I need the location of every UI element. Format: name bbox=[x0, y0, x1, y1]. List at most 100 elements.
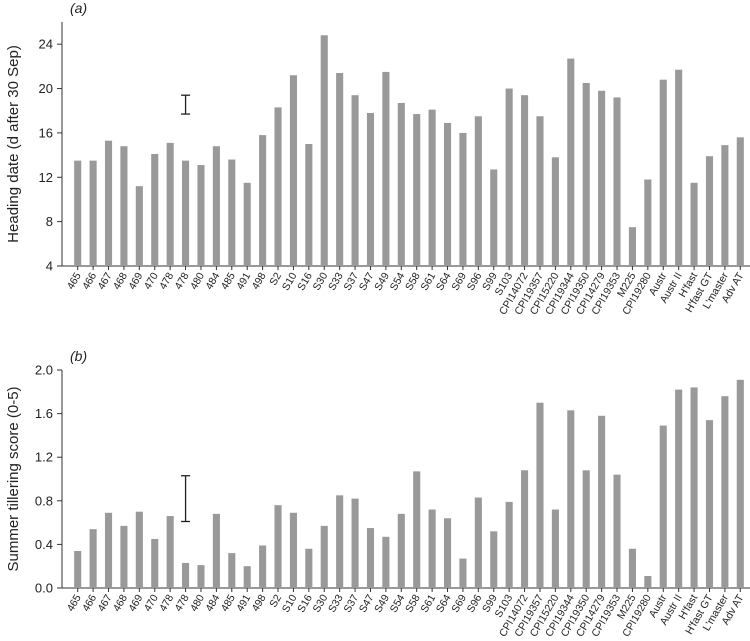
bar-S54 bbox=[397, 513, 405, 588]
bar-484 bbox=[212, 146, 220, 266]
x-tick-label: S54 bbox=[388, 592, 408, 614]
x-tick-label: S58 bbox=[403, 270, 423, 292]
x-tick-label: S30 bbox=[311, 270, 331, 292]
bar-498 bbox=[259, 135, 267, 266]
chart-panel-a: 4 8 12 16 20 24 Heading date (d after 30 Sep) (… bbox=[5, 0, 750, 317]
bar-491 bbox=[243, 566, 251, 588]
x-tick-label: S69 bbox=[449, 592, 469, 614]
x-tick-label: 485 bbox=[219, 270, 238, 291]
x-tick-label: 465 bbox=[65, 270, 84, 291]
y-tick-label: 1.2 bbox=[35, 450, 53, 465]
bar-468 bbox=[120, 525, 128, 588]
bar-S49 bbox=[382, 536, 390, 588]
x-tick-label: 468 bbox=[111, 592, 130, 613]
bar-S58 bbox=[413, 114, 421, 267]
bar-CPI14072 bbox=[521, 470, 529, 588]
bar-S37 bbox=[351, 95, 359, 266]
bar-Austr bbox=[659, 79, 667, 266]
bar-CPI19344 bbox=[567, 58, 575, 266]
x-tick-label: 491 bbox=[234, 592, 253, 613]
x-tick-label: 485 bbox=[219, 592, 238, 613]
x-tick-label: 468 bbox=[111, 270, 130, 291]
bar-CPI19280 bbox=[644, 576, 652, 588]
x-tick-label: S33 bbox=[326, 270, 346, 292]
bar-H'fast GT bbox=[705, 156, 714, 266]
x-tick-label: 478 bbox=[157, 270, 176, 291]
bar-478 bbox=[182, 160, 190, 266]
bar-S69 bbox=[459, 132, 467, 266]
bar-L'master bbox=[721, 145, 729, 266]
bar-L'master bbox=[721, 396, 729, 588]
bar-S33 bbox=[336, 495, 344, 588]
bar-S37 bbox=[351, 498, 359, 588]
x-tick-label: 478 bbox=[173, 270, 192, 291]
bar-478 bbox=[166, 142, 174, 266]
bar-Adv AT bbox=[736, 379, 744, 588]
x-tick-label: S33 bbox=[326, 592, 346, 614]
bar-CPI15220 bbox=[551, 509, 559, 588]
bar-S64 bbox=[443, 122, 452, 266]
bar-CPI19357 bbox=[536, 116, 544, 266]
bar-M225 bbox=[628, 548, 636, 588]
bar-480 bbox=[197, 565, 205, 588]
bar-466 bbox=[89, 529, 97, 588]
x-tick-label: S16 bbox=[295, 270, 315, 292]
bar-S49 bbox=[382, 71, 390, 266]
y-tick-label: 0.0 bbox=[35, 581, 53, 596]
x-tick-label: S2 bbox=[267, 592, 284, 609]
bar-491 bbox=[243, 182, 251, 266]
bar-CPI19280 bbox=[644, 179, 652, 266]
bar-465 bbox=[74, 550, 82, 588]
x-tick-label: S96 bbox=[465, 592, 485, 614]
y-tick-label: 0.4 bbox=[35, 537, 53, 552]
bar-467 bbox=[104, 512, 113, 588]
bar-S10 bbox=[289, 512, 297, 588]
bar-Austr II bbox=[675, 389, 683, 588]
x-tick-label: S61 bbox=[418, 592, 438, 614]
bar-M225 bbox=[628, 227, 636, 266]
x-tick-label: S30 bbox=[311, 592, 331, 614]
x-tick-label: S47 bbox=[357, 270, 377, 292]
y-tick-label: 1.6 bbox=[35, 406, 53, 421]
bar-485 bbox=[228, 159, 236, 266]
bar-S10 bbox=[289, 75, 297, 267]
bar-S2 bbox=[274, 505, 282, 588]
x-tick-label: S61 bbox=[418, 270, 438, 292]
error-bar bbox=[181, 475, 191, 523]
y-tick-label: 8 bbox=[46, 214, 53, 229]
x-tick-label: 470 bbox=[142, 270, 161, 291]
x-tick-label: 470 bbox=[142, 592, 161, 613]
error-bar bbox=[181, 94, 191, 115]
bar-S54 bbox=[397, 102, 405, 266]
bar-478 bbox=[166, 516, 174, 588]
bar-Adv AT bbox=[736, 137, 744, 266]
bar-Austr bbox=[659, 425, 667, 588]
bar-485 bbox=[228, 553, 236, 588]
x-tick-label: 480 bbox=[188, 592, 207, 613]
bar-S16 bbox=[305, 548, 313, 588]
x-tick-label: 467 bbox=[95, 270, 114, 291]
y-tick-label: 24 bbox=[39, 37, 53, 52]
y-tick-label: 4 bbox=[46, 259, 53, 274]
bar-469 bbox=[135, 186, 143, 266]
bar-CPI19344 bbox=[567, 410, 575, 588]
bar-465 bbox=[74, 160, 82, 266]
x-tick-label: 480 bbox=[188, 270, 207, 291]
bar-H'fast GT bbox=[705, 420, 714, 588]
x-tick-label: 491 bbox=[234, 270, 253, 291]
bar-469 bbox=[135, 511, 143, 588]
x-tick-label: S2 bbox=[267, 270, 284, 287]
x-tick-label: 478 bbox=[173, 592, 192, 613]
y-tick-label: 12 bbox=[39, 170, 53, 185]
bar-CPI15220 bbox=[551, 157, 559, 266]
x-tick-label: 498 bbox=[250, 592, 269, 613]
x-tick-label: 484 bbox=[203, 270, 222, 291]
x-tick-label: S37 bbox=[341, 270, 361, 292]
bar-S47 bbox=[366, 112, 375, 266]
x-tick-label: 466 bbox=[80, 270, 99, 291]
panel-letter: (a) bbox=[70, 0, 87, 16]
bar-S30 bbox=[320, 525, 328, 588]
bar-S99 bbox=[490, 169, 498, 266]
y-tick-label: 2.0 bbox=[35, 363, 53, 378]
